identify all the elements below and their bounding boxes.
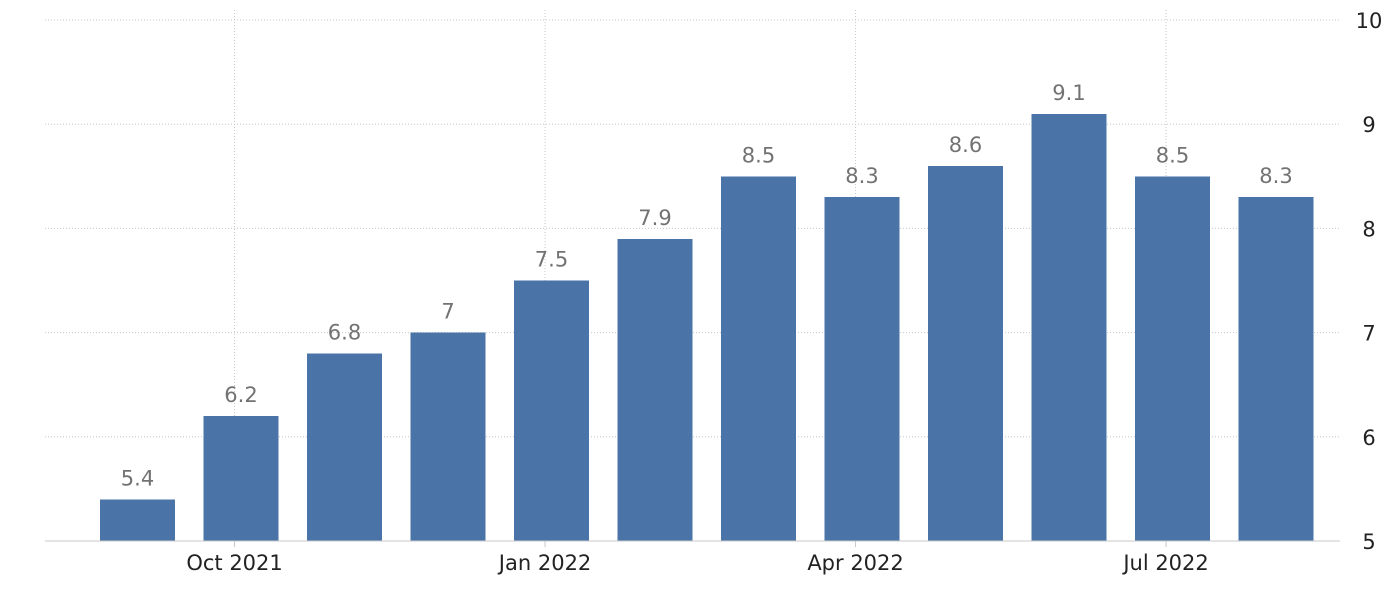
bar	[824, 197, 900, 541]
bar	[721, 176, 796, 542]
bar-value-label: 8.5	[1156, 143, 1189, 167]
bar	[307, 353, 382, 541]
bar	[1238, 197, 1314, 541]
bar-value-label: 8.3	[1259, 164, 1292, 188]
bar-value-label: 7	[441, 300, 454, 324]
y-tick-label: 6	[1362, 426, 1375, 450]
y-tick-label: 10	[1356, 9, 1383, 33]
y-axis: 10 9 8 7 6 5	[1356, 9, 1383, 554]
bar-value-label: 8.5	[742, 143, 775, 167]
bar	[410, 332, 486, 541]
bar	[617, 238, 693, 541]
bar-value-label: 7.5	[535, 248, 568, 272]
bar-value-label: 6.2	[224, 383, 257, 407]
y-tick-label: 9	[1362, 113, 1375, 137]
bar	[514, 280, 589, 541]
bar-value-label: 5.4	[121, 466, 154, 490]
y-tick-label: 7	[1362, 322, 1375, 346]
bar	[203, 415, 279, 541]
bar	[1135, 176, 1210, 542]
y-tick-label: 8	[1362, 217, 1375, 241]
x-axis: Oct 2021 Jan 2022 Apr 2022 Jul 2022	[45, 540, 1340, 575]
x-tick-label: Jan 2022	[497, 551, 592, 575]
bar	[928, 165, 1003, 541]
bar-value-label: 8.3	[845, 164, 878, 188]
x-tick-label: Oct 2021	[186, 551, 282, 575]
bar-value-label: 9.1	[1052, 81, 1085, 105]
x-tick-label: Jul 2022	[1121, 551, 1208, 575]
value-label-layer: 5.4 6.2 6.8 7 7.5 7.9 8.5 8.3 8.6 9.1 8.5 8.3	[121, 81, 1293, 491]
y-tick-label: 5	[1362, 530, 1375, 554]
bar-layer	[100, 113, 1314, 542]
bar-value-label: 6.8	[328, 320, 361, 344]
x-tick-label: Apr 2022	[807, 551, 903, 575]
bar-value-label: 7.9	[638, 206, 671, 230]
bar	[1031, 113, 1107, 541]
bar-value-label: 8.6	[949, 133, 982, 157]
bar	[100, 499, 175, 541]
